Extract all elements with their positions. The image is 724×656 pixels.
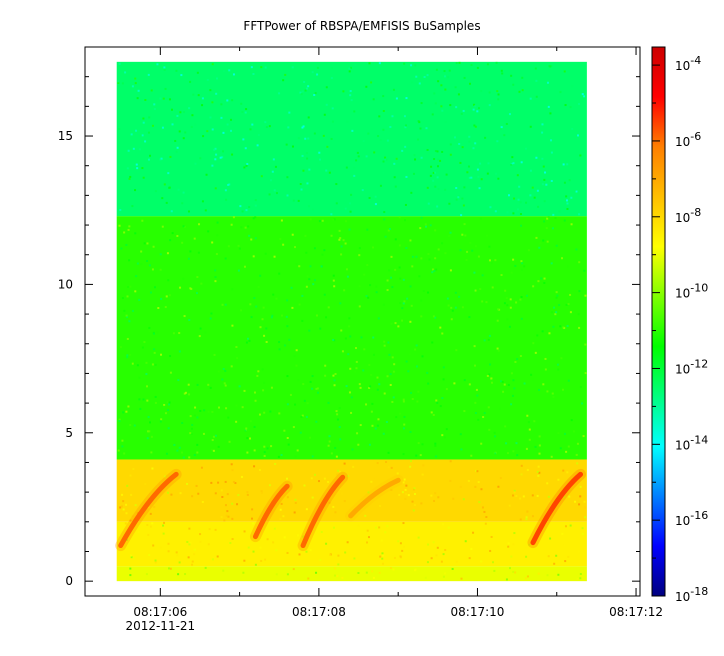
chorus-burst bbox=[300, 474, 346, 549]
spectrogram-band-0 bbox=[116, 61, 587, 217]
chart-title: FFTPower of RBSPA/EMFISIS BuSamples bbox=[243, 19, 480, 33]
spectrogram-band-1 bbox=[116, 216, 587, 460]
x-tick-label: 08:17:08 bbox=[292, 605, 346, 619]
chorus-burst-halo bbox=[115, 468, 182, 552]
spectrogram-noise bbox=[117, 61, 587, 581]
plot-frame bbox=[84, 46, 641, 597]
y-tick-label: 0 bbox=[65, 574, 73, 588]
x-tick-label: 08:17:12 bbox=[609, 605, 663, 619]
plot-area bbox=[84, 46, 641, 597]
chorus-burst-halo bbox=[249, 480, 293, 543]
spectrogram-heatmap bbox=[115, 61, 587, 582]
colorbar-tick-label: 10-6 bbox=[675, 130, 701, 149]
chorus-burst-halo bbox=[297, 471, 349, 552]
spectrogram-band-4 bbox=[116, 566, 587, 582]
x-tick-label: 08:17:06 bbox=[133, 605, 187, 619]
colorbar-tick-label: 10-4 bbox=[675, 54, 701, 73]
chorus-burst bbox=[348, 477, 401, 519]
chorus-burst bbox=[252, 483, 290, 540]
x-tick-date-label: 2012-11-21 bbox=[125, 619, 195, 633]
colorbar: 10-4 10-6 10-8 10-10 10-12 10-14 10-16 10-18 bbox=[651, 46, 708, 604]
y-tick-label: 10 bbox=[58, 277, 73, 291]
y-tick-label: 15 bbox=[58, 129, 73, 143]
colorbar-tick-label: 10-10 bbox=[675, 282, 708, 301]
chorus-burst bbox=[118, 471, 179, 549]
y-tick-label: 5 bbox=[65, 426, 73, 440]
colorbar-ticks: 10-4 10-6 10-8 10-10 10-12 10-14 10-16 10-18 bbox=[652, 54, 708, 604]
chorus-burst bbox=[530, 471, 584, 546]
y-axis: 0 5 10 15 bbox=[58, 46, 640, 588]
chorus-burst-halo bbox=[527, 468, 587, 549]
chorus-burst-halo bbox=[345, 474, 404, 522]
colorbar-fill bbox=[652, 47, 665, 596]
x-tick-label: 08:17:10 bbox=[451, 605, 505, 619]
colorbar-tick-label: 10-14 bbox=[675, 433, 708, 452]
colorbar-tick-label: 10-8 bbox=[675, 206, 701, 225]
spectrogram-band-3 bbox=[116, 521, 587, 567]
colorbar-tick-label: 10-12 bbox=[675, 357, 708, 376]
colorbar-tick-label: 10-16 bbox=[675, 509, 708, 528]
colorbar-tick-label: 10-18 bbox=[675, 585, 708, 604]
